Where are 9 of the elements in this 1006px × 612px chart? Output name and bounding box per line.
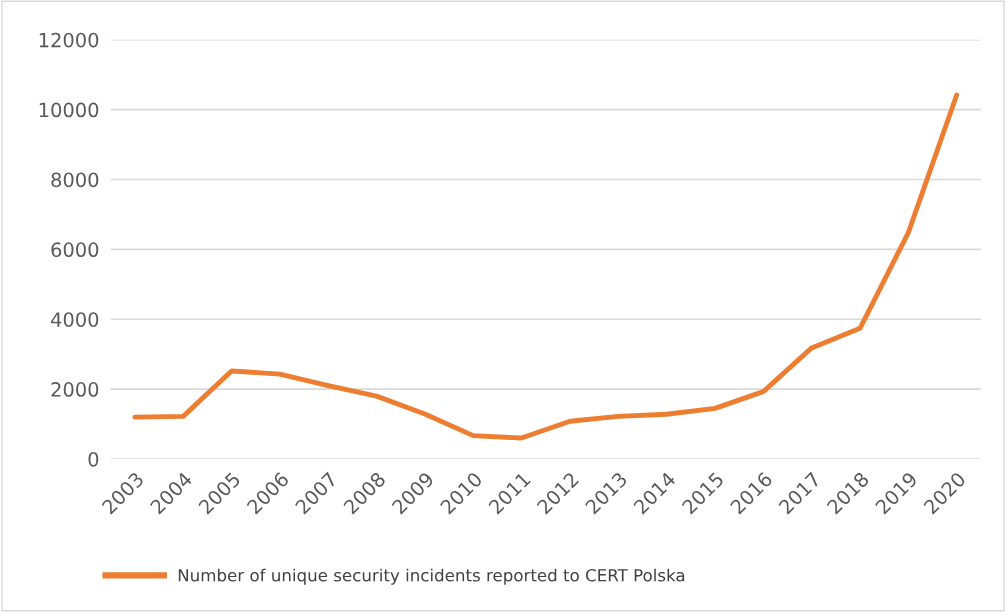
- y-tick-label: 10000: [39, 102, 99, 118]
- y-tick-label: 0: [88, 451, 99, 467]
- y-tick-label: 12000: [39, 32, 99, 48]
- y-tick-label: 6000: [51, 242, 99, 258]
- y-tick-label: 4000: [51, 312, 99, 327]
- y-tick-label: 8000: [51, 172, 99, 188]
- legend-label: Number of unique security incidents reported to CERT Polska: [178, 568, 685, 585]
- line-series: [132, 92, 960, 441]
- y-tick-label: 2000: [51, 382, 99, 397]
